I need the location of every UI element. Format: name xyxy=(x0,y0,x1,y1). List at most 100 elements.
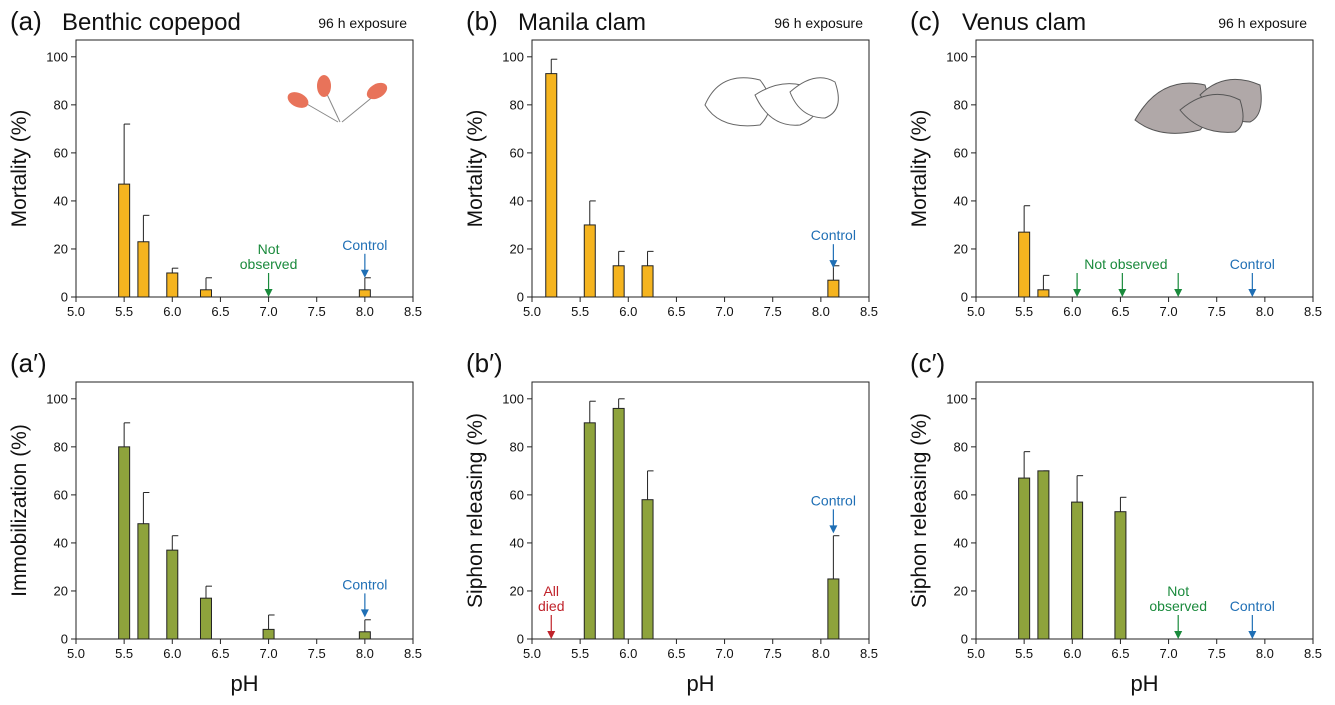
plot-frame xyxy=(531,381,870,640)
x-tick-label: 6.5 xyxy=(1111,304,1129,319)
x-tick-label: 6.0 xyxy=(1063,646,1081,661)
x-axis-label: pH xyxy=(686,671,714,696)
x-tick-label: 6.5 xyxy=(211,646,229,661)
y-tick-label: 40 xyxy=(510,535,524,550)
x-tick-label: 6.0 xyxy=(619,646,637,661)
x-tick-label: 8.5 xyxy=(1304,304,1322,319)
x-tick-label: 6.5 xyxy=(667,646,685,661)
bar xyxy=(118,446,131,640)
y-tick-label: 60 xyxy=(954,145,968,160)
x-tick-label: 6.0 xyxy=(1063,304,1081,319)
bar xyxy=(199,597,212,640)
x-tick-label: 5.5 xyxy=(1015,646,1033,661)
x-tick-label: 8.5 xyxy=(860,304,878,319)
y-tick-label: 40 xyxy=(954,193,968,208)
y-axis-label: Siphon releasing (%) xyxy=(908,413,931,608)
annotation-text: Control xyxy=(811,227,856,243)
y-tick-label: 80 xyxy=(54,97,68,112)
annotation-arrowhead xyxy=(360,269,369,278)
panel-title: Manila clam xyxy=(518,9,646,36)
y-axis-label: Siphon releasing (%) xyxy=(464,413,487,608)
annotation-text: Control xyxy=(811,492,856,508)
y-tick-label: 60 xyxy=(510,487,524,502)
panel: (b) Manila clam 96 h exposure Mortality (%)… xyxy=(464,6,878,319)
x-tick-label: 5.5 xyxy=(115,646,133,661)
bar xyxy=(545,73,558,298)
annotation-text: Control xyxy=(342,237,387,253)
y-tick-label: 100 xyxy=(46,49,68,64)
bar xyxy=(358,289,371,298)
panel-title: Benthic copepod xyxy=(62,9,241,36)
y-tick-label: 0 xyxy=(961,290,968,305)
x-tick-label: 5.5 xyxy=(571,646,589,661)
bar xyxy=(641,499,654,640)
x-tick-label: 7.5 xyxy=(308,304,326,319)
y-tick-label: 60 xyxy=(510,145,524,160)
y-tick-label: 20 xyxy=(54,583,68,598)
annotation-text: Control xyxy=(1230,598,1275,614)
bar xyxy=(166,272,179,298)
panel-subtitle: 96 h exposure xyxy=(318,15,407,31)
x-tick-label: 7.0 xyxy=(260,646,278,661)
panel-label: (a′) xyxy=(10,348,47,378)
x-tick-label: 7.0 xyxy=(1160,646,1178,661)
annotation-arrowhead xyxy=(1248,631,1257,639)
x-tick-label: 8.0 xyxy=(356,304,374,319)
bar xyxy=(199,289,212,298)
bar xyxy=(612,407,625,640)
x-tick-label: 7.0 xyxy=(716,646,734,661)
panel-title: Venus clam xyxy=(962,9,1086,36)
x-tick-label: 6.5 xyxy=(667,304,685,319)
panel: (b′) Siphon releasing (%) pH 0 20 40 60 80 100 5.… xyxy=(464,348,878,696)
x-tick-label: 8.0 xyxy=(356,646,374,661)
plot-frame xyxy=(975,381,1314,640)
bar xyxy=(166,549,179,640)
y-axis-label: Mortality (%) xyxy=(8,110,31,228)
annotation-text: observed xyxy=(240,256,298,272)
y-tick-label: 100 xyxy=(946,391,968,406)
y-axis-label: Mortality (%) xyxy=(464,110,487,228)
annotation-text: Not observed xyxy=(1084,256,1167,272)
y-tick-label: 80 xyxy=(954,439,968,454)
x-tick-label: 8.0 xyxy=(812,304,830,319)
panel-label: (c′) xyxy=(910,348,945,378)
annotation-arrowhead xyxy=(360,609,369,618)
panel-subtitle: 96 h exposure xyxy=(774,15,863,31)
y-tick-label: 100 xyxy=(46,391,68,406)
y-tick-label: 20 xyxy=(510,583,524,598)
bar xyxy=(262,628,275,640)
annotation-arrowhead xyxy=(1174,289,1183,297)
x-tick-label: 7.5 xyxy=(764,304,782,319)
x-tick-label: 8.0 xyxy=(1256,304,1274,319)
y-tick-label: 80 xyxy=(954,97,968,112)
y-tick-label: 40 xyxy=(510,193,524,208)
annotation-text: All xyxy=(543,583,559,599)
bar xyxy=(358,631,371,640)
bar xyxy=(1037,289,1050,298)
bar xyxy=(827,279,840,298)
y-tick-label: 0 xyxy=(517,290,524,305)
x-tick-label: 5.5 xyxy=(1015,304,1033,319)
panel-subtitle: 96 h exposure xyxy=(1218,15,1307,31)
x-tick-label: 5.0 xyxy=(523,304,541,319)
y-tick-label: 0 xyxy=(61,632,68,647)
x-tick-label: 7.5 xyxy=(1208,304,1226,319)
panel: (a′) Immobilization (%) pH 0 20 40 60 80 100 5.0 5… xyxy=(8,348,422,696)
annotation-arrowhead xyxy=(829,525,838,534)
x-tick-label: 8.5 xyxy=(404,304,422,319)
x-tick-label: 7.5 xyxy=(1208,646,1226,661)
annotation-arrowhead xyxy=(1174,631,1183,639)
x-tick-label: 8.0 xyxy=(1256,646,1274,661)
plot-frame xyxy=(75,39,414,298)
x-tick-label: 5.0 xyxy=(967,304,985,319)
bar xyxy=(118,183,131,298)
x-axis-label: pH xyxy=(230,671,258,696)
x-tick-label: 8.5 xyxy=(860,646,878,661)
bar xyxy=(1018,477,1031,640)
bar xyxy=(1114,511,1127,640)
bar xyxy=(137,241,150,298)
y-tick-label: 20 xyxy=(954,241,968,256)
annotation-text: Control xyxy=(342,576,387,592)
annotation-arrowhead xyxy=(1118,289,1127,297)
